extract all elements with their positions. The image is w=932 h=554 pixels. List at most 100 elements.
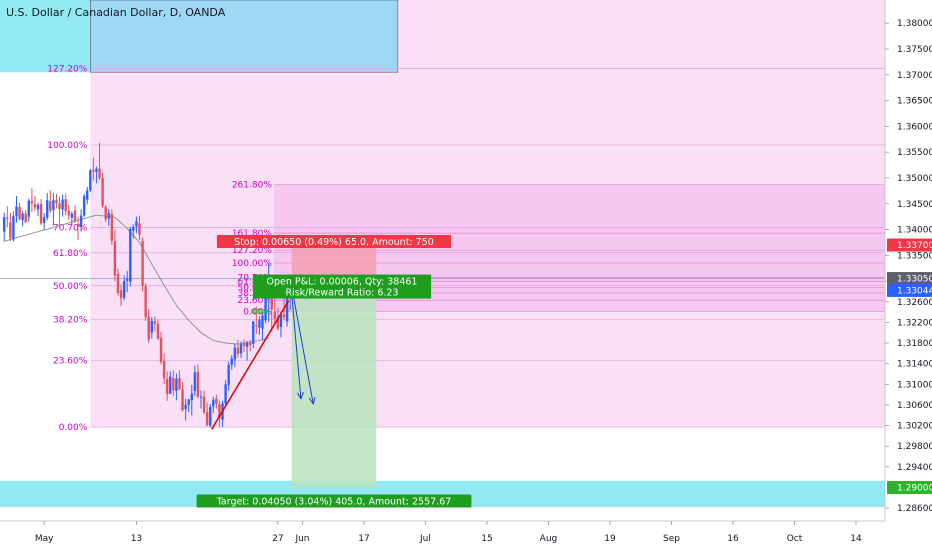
fib-left-level-label: 127.20%	[47, 65, 87, 75]
candle	[15, 196, 18, 223]
candle-body	[70, 213, 74, 218]
candle	[153, 316, 157, 332]
candle	[129, 226, 132, 287]
stop-label-text: Stop: 0.00650 (0.49%) 65.0, Amount: 750	[234, 237, 434, 248]
candle	[98, 142, 101, 181]
candle-body	[245, 343, 249, 347]
price-tick-label: 1.34500	[897, 200, 932, 210]
candle-body	[261, 315, 264, 329]
candle-body	[205, 412, 209, 426]
candle-body	[169, 376, 172, 394]
candle-body	[82, 196, 86, 216]
candle-body	[49, 201, 52, 211]
candle-body	[116, 273, 120, 293]
candle	[261, 312, 264, 341]
candle	[252, 320, 255, 349]
risk-reward-text: Risk/Reward Ratio: 6.23	[285, 288, 398, 299]
candle	[42, 213, 46, 230]
candle-body	[264, 297, 267, 321]
price-tick-label: 1.38000	[897, 19, 932, 29]
projection-arrow	[290, 283, 314, 404]
candle-body	[98, 168, 101, 178]
price-tick-label: 1.34000	[897, 226, 932, 236]
candle	[107, 208, 110, 226]
target-label-bg	[196, 494, 472, 508]
candle	[89, 169, 92, 192]
candle-body	[92, 170, 95, 172]
candle	[55, 193, 58, 209]
candle	[76, 216, 80, 240]
candle-body	[172, 378, 175, 390]
price-tick-label: 1.36000	[897, 122, 932, 132]
candle-body	[52, 200, 55, 210]
resistance-box-top	[90, 0, 399, 73]
candle	[12, 211, 15, 242]
projection-arrowhead	[308, 397, 316, 406]
candle-body	[279, 314, 283, 328]
candle	[181, 382, 184, 412]
candle	[30, 188, 34, 213]
candle-body	[147, 316, 150, 340]
candle-body	[178, 378, 181, 390]
time-tick-label: 16	[727, 534, 739, 544]
candle	[61, 194, 64, 217]
pnl-label-text: Open P&L: 0.00006, Qty: 38461	[267, 277, 418, 288]
fib-left-level-label: 50.00%	[53, 282, 88, 292]
chart-title: U.S. Dollar / Canadian Dollar, D, OANDA	[6, 6, 226, 19]
time-axis-background	[0, 521, 932, 550]
candle-body	[9, 222, 12, 239]
price-tick-label: 1.31800	[897, 339, 932, 349]
candle	[169, 371, 172, 395]
candle	[242, 339, 246, 352]
time-tick-label: 19	[604, 534, 616, 544]
candle-body	[181, 389, 184, 411]
price-badge-bg	[887, 480, 932, 494]
candle-body	[144, 286, 147, 318]
candle	[92, 157, 95, 181]
candle	[279, 312, 283, 338]
price-tick-label: 1.36500	[897, 97, 932, 107]
candle-body	[199, 396, 203, 398]
candle-body	[212, 399, 215, 407]
candle-body	[141, 240, 144, 286]
time-tick-label: 13	[131, 534, 142, 544]
candle	[141, 237, 144, 292]
candle	[82, 193, 86, 218]
candle-body	[6, 217, 9, 219]
candle	[138, 215, 141, 240]
candle-body	[126, 278, 129, 281]
candle-body	[215, 398, 218, 404]
projection-arrowhead	[296, 392, 304, 400]
candle	[224, 380, 227, 407]
candle	[190, 384, 193, 416]
candle-body	[282, 314, 286, 318]
candle-body	[252, 321, 255, 345]
candle	[122, 275, 126, 301]
candle	[116, 268, 120, 296]
target-label-text: Target: 0.04050 (3.04%) 405.0, Amount: 2…	[216, 496, 452, 507]
fib-left-level-label: 61.80%	[53, 249, 88, 259]
candle-body	[175, 378, 178, 392]
price-badge-bg	[887, 238, 932, 252]
time-tick-label: Sep	[663, 534, 680, 544]
candle-body	[12, 216, 15, 240]
candle	[236, 339, 240, 358]
candle	[245, 340, 249, 361]
time-tick-label: 27	[272, 534, 283, 544]
candle-body	[193, 372, 197, 392]
candle	[39, 199, 43, 225]
candle	[273, 296, 276, 325]
candle-body	[101, 177, 104, 206]
projection-arrows	[290, 283, 316, 406]
candle	[255, 306, 258, 334]
candle	[21, 210, 24, 227]
resistance-zone-left	[0, 0, 91, 73]
candle-body	[196, 371, 200, 397]
candle	[202, 390, 206, 414]
time-axis-ticks: May 13 27 Jun 17 Jul 15 Aug 19 Sep 16 Oct 14	[35, 521, 862, 544]
candle	[3, 212, 6, 242]
pnl-label: Open P&L: 0.00006, Qty: 38461Risk/Reward…	[252, 274, 432, 299]
candle-body	[187, 399, 190, 405]
candle	[209, 403, 212, 428]
